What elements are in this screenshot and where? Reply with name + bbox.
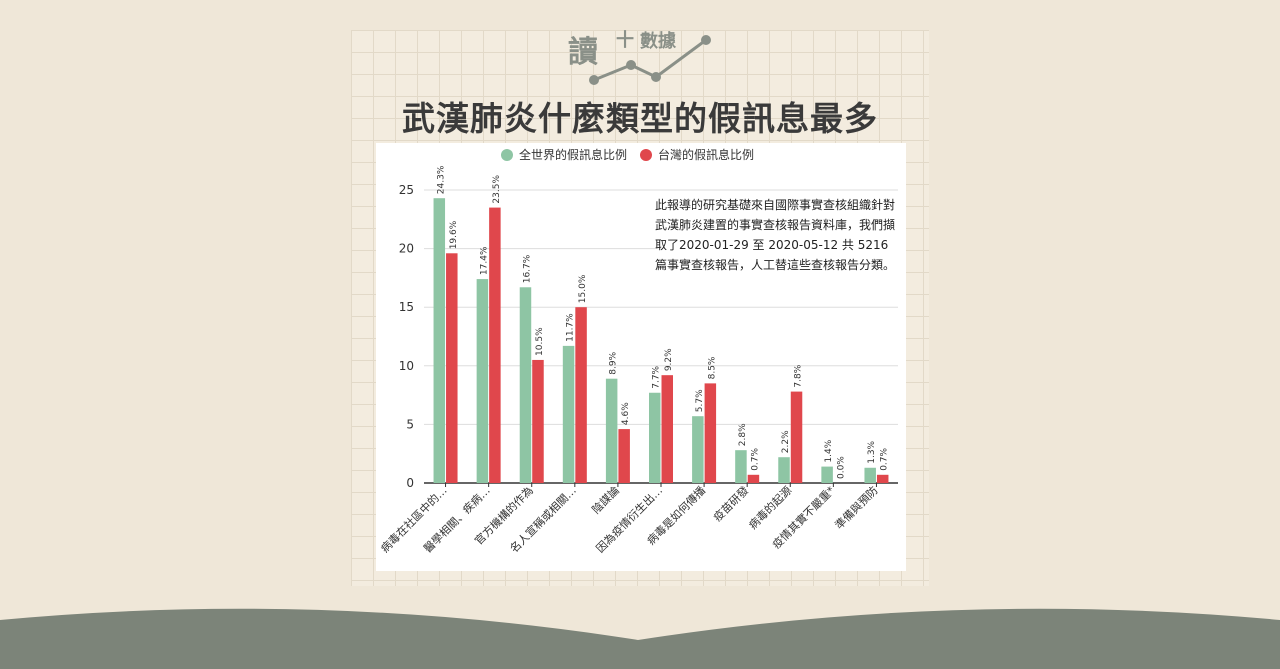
page-title: 武漢肺炎什麼類型的假訊息最多: [402, 99, 878, 138]
y-tick-label: 15: [399, 300, 414, 314]
bar-value-label: 9.2%: [664, 348, 674, 371]
brand-logo: 讀 十 數據: [568, 30, 711, 85]
bar-world: [864, 467, 876, 483]
bar-value-label: 16.7%: [522, 254, 532, 283]
bar-value-label: 1.4%: [824, 439, 834, 462]
bar-taiwan: [747, 474, 760, 483]
bar-value-label: 7.8%: [794, 364, 804, 387]
bar-value-label: 2.2%: [781, 430, 791, 453]
bar-value-label: 19.6%: [449, 220, 459, 249]
bar-taiwan: [575, 307, 587, 483]
bar-value-label: 15.0%: [578, 274, 588, 303]
bar-value-label: 5.7%: [695, 389, 705, 412]
bar-value-label: 17.4%: [479, 246, 489, 275]
bar-world: [605, 378, 618, 483]
bar-value-label: 23.5%: [492, 175, 502, 204]
bar-world: [649, 392, 661, 483]
x-category-label: 疫苗研發: [710, 483, 751, 524]
bar-world: [692, 416, 704, 483]
bar-taiwan: [790, 391, 803, 483]
bar-world: [821, 466, 833, 483]
bar-value-label: 8.9%: [609, 351, 619, 374]
y-tick-label: 25: [399, 183, 414, 197]
bar-value-label: 8.5%: [707, 356, 717, 379]
bar-value-label: 0.7%: [750, 447, 760, 470]
y-tick-label: 20: [399, 242, 414, 256]
bar-taiwan: [446, 253, 458, 483]
bar-world: [778, 457, 790, 483]
y-tick-label: 5: [406, 417, 414, 431]
bar-value-label: 10.5%: [535, 327, 545, 356]
bar-chart: 全世界的假訊息比例 台灣的假訊息比例 0 5 10 15 20 25 24.3% 19.6%…: [378, 147, 898, 555]
bar-world: [433, 198, 446, 484]
bar-taiwan: [661, 375, 673, 483]
legend-swatch-world: [501, 149, 513, 161]
bar-taiwan: [532, 359, 544, 483]
bar-taiwan: [489, 207, 501, 483]
bar-taiwan: [704, 383, 717, 483]
logo-plus-char: 十: [616, 30, 634, 51]
bar-value-label: 2.8%: [738, 423, 748, 446]
bar-world: [735, 450, 747, 483]
bar-value-label: 4.6%: [621, 402, 631, 425]
chart-panel: 全世界的假訊息比例 台灣的假訊息比例 0 5 10 15 20 25 24.3% 19.6%…: [376, 143, 906, 571]
y-tick-label: 0: [406, 476, 414, 490]
methodology-note: 此報導的研究基礎來自國際事實查核組織針對武漢肺炎建置的事實查核報告資料庫，我們擷…: [655, 193, 900, 277]
x-category-label: 陰謀論: [589, 483, 622, 516]
bar-world: [562, 345, 575, 483]
chart-legend: 全世界的假訊息比例 台灣的假訊息比例: [501, 147, 754, 162]
logo-sub-text: 數據: [640, 30, 677, 52]
bar-taiwan: [876, 474, 889, 483]
legend-label-world: 全世界的假訊息比例: [519, 147, 627, 162]
bar-taiwan: [618, 429, 630, 483]
bar-value-label: 1.3%: [867, 440, 877, 463]
bar-value-label: 11.7%: [566, 313, 576, 342]
bar-value-label: 0.0%: [837, 456, 847, 479]
legend-swatch-taiwan: [640, 149, 652, 161]
bar-value-label: 24.3%: [436, 165, 446, 194]
y-tick-label: 10: [399, 359, 414, 373]
x-category-label: 準備與預防: [832, 483, 881, 532]
legend-label-taiwan: 台灣的假訊息比例: [658, 147, 754, 162]
bar-world: [519, 287, 532, 483]
logo-main-char: 讀: [568, 35, 598, 70]
bar-world: [476, 279, 489, 483]
bar-value-label: 0.7%: [880, 447, 890, 470]
bar-value-label: 7.7%: [652, 365, 662, 388]
